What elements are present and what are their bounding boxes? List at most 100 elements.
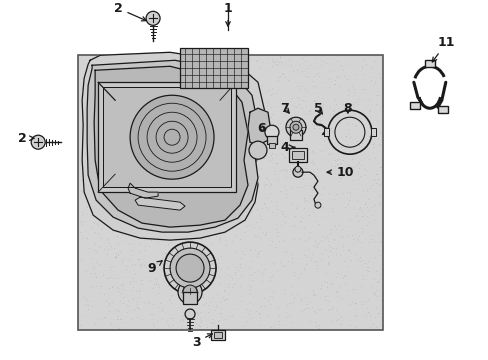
Point — [165, 206, 173, 212]
Circle shape — [178, 280, 202, 304]
Point — [266, 293, 274, 299]
Point — [310, 292, 318, 297]
Point — [128, 166, 136, 172]
Point — [285, 300, 293, 305]
Point — [128, 262, 136, 268]
Point — [208, 181, 216, 187]
Point — [87, 284, 95, 289]
Point — [370, 217, 378, 223]
Point — [194, 103, 202, 108]
Point — [81, 191, 88, 197]
Point — [174, 74, 182, 80]
Point — [89, 210, 97, 216]
Point — [329, 108, 337, 114]
Bar — [268, 143, 274, 148]
Point — [178, 68, 186, 74]
Point — [156, 95, 163, 101]
Point — [231, 264, 239, 270]
Point — [112, 250, 120, 256]
Point — [191, 134, 199, 139]
Point — [138, 201, 146, 206]
Point — [255, 66, 263, 71]
Point — [236, 261, 244, 267]
Point — [120, 256, 128, 261]
Point — [148, 110, 156, 116]
Point — [87, 203, 95, 208]
Point — [327, 318, 335, 324]
Point — [100, 99, 108, 105]
Point — [89, 163, 97, 169]
Point — [113, 172, 121, 178]
Point — [183, 122, 191, 128]
Point — [278, 264, 286, 269]
Point — [204, 175, 212, 180]
Point — [116, 249, 123, 255]
Point — [326, 282, 334, 287]
Point — [208, 225, 216, 230]
Point — [183, 215, 191, 221]
Point — [332, 288, 340, 294]
Point — [157, 174, 164, 180]
Point — [330, 163, 338, 169]
Point — [250, 119, 258, 125]
Point — [361, 260, 368, 266]
Point — [331, 222, 339, 228]
Point — [130, 262, 138, 267]
Point — [349, 313, 357, 319]
Point — [360, 201, 368, 207]
Point — [266, 274, 274, 280]
Point — [178, 137, 186, 143]
Point — [180, 78, 188, 84]
Point — [135, 96, 143, 102]
Point — [152, 282, 160, 287]
Point — [342, 264, 350, 269]
Point — [236, 185, 244, 191]
Point — [115, 215, 122, 220]
Point — [369, 289, 377, 295]
Point — [354, 142, 362, 148]
Point — [376, 75, 384, 81]
Point — [154, 178, 162, 184]
Point — [109, 275, 117, 280]
Point — [275, 238, 283, 244]
Point — [190, 253, 198, 259]
Point — [280, 154, 288, 160]
Point — [194, 143, 202, 149]
Point — [77, 85, 85, 91]
Point — [352, 71, 360, 77]
Point — [285, 138, 293, 143]
Point — [352, 211, 360, 216]
Point — [196, 309, 203, 315]
Point — [195, 198, 203, 204]
Point — [358, 213, 366, 219]
Point — [360, 71, 367, 77]
Point — [327, 205, 335, 211]
Point — [224, 204, 232, 210]
Point — [273, 207, 281, 212]
Point — [367, 321, 375, 327]
Point — [357, 301, 365, 307]
Point — [206, 319, 214, 324]
Point — [219, 208, 226, 214]
Point — [85, 182, 93, 188]
Point — [137, 262, 144, 267]
Point — [180, 176, 187, 182]
Point — [257, 273, 265, 278]
Point — [252, 206, 260, 212]
Point — [281, 192, 289, 197]
Point — [247, 143, 255, 148]
Point — [248, 91, 256, 97]
Point — [199, 108, 207, 114]
Point — [92, 220, 100, 226]
Point — [133, 305, 141, 310]
Point — [153, 281, 161, 287]
Point — [350, 306, 358, 312]
Point — [274, 77, 282, 83]
Point — [286, 283, 294, 289]
Point — [247, 174, 255, 180]
Point — [134, 197, 142, 203]
Point — [226, 204, 234, 210]
Point — [352, 162, 360, 167]
Point — [117, 282, 125, 288]
Point — [191, 321, 199, 327]
